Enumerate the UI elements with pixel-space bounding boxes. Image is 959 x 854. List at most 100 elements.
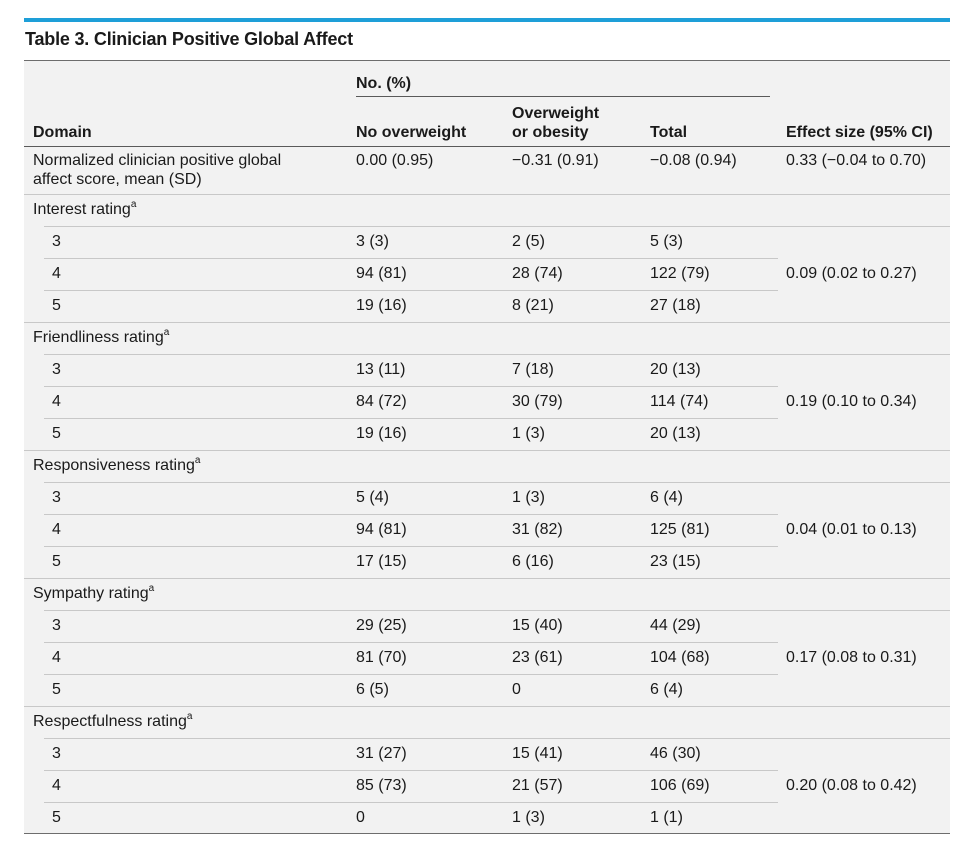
- summary-effect-size: 0.33 (−0.04 to 0.70): [786, 152, 927, 169]
- row-divider: [44, 738, 950, 739]
- overweight-cell: 15 (41): [512, 745, 563, 762]
- no-overweight-cell: 13 (11): [356, 361, 406, 378]
- level-cell: 5: [52, 425, 61, 442]
- footnote-marker: a: [194, 454, 201, 466]
- row-divider: [44, 258, 778, 259]
- total-cell: 23 (15): [650, 553, 701, 570]
- total-cell: 6 (4): [650, 489, 683, 506]
- overweight-cell: 7 (18): [512, 361, 554, 378]
- row-divider: [44, 610, 950, 611]
- level-cell: 3: [52, 617, 61, 634]
- no-overweight-cell: 19 (16): [356, 425, 407, 442]
- table-bottom-rule: [24, 833, 950, 834]
- summary-total: −0.08 (0.94): [650, 152, 737, 169]
- no-overweight-cell: 17 (15): [356, 553, 407, 570]
- section-band: [24, 610, 950, 706]
- no-overweight-cell: 3 (3): [356, 233, 389, 250]
- footnote-marker: a: [148, 582, 155, 594]
- total-cell: 125 (81): [650, 521, 710, 538]
- row-divider: [44, 226, 950, 227]
- row-divider: [44, 770, 778, 771]
- column-header-overweight-line1: Overweight: [512, 105, 600, 122]
- total-cell: 44 (29): [650, 617, 701, 634]
- summary-overweight: −0.31 (0.91): [512, 152, 599, 169]
- section-label-text: Respectfulness rating: [33, 713, 187, 730]
- level-cell: 3: [52, 233, 61, 250]
- section-label-text: Responsiveness rating: [33, 457, 195, 474]
- total-cell: 20 (13): [650, 425, 701, 442]
- section-band: [24, 738, 950, 834]
- no-overweight-cell: 94 (81): [356, 521, 407, 538]
- group-header: No. (%): [356, 75, 412, 92]
- section-divider: [24, 450, 950, 451]
- level-cell: 3: [52, 361, 61, 378]
- total-cell: 27 (18): [650, 297, 701, 314]
- no-overweight-cell: 5 (4): [356, 489, 389, 506]
- section-divider: [24, 194, 950, 195]
- level-cell: 5: [52, 681, 61, 698]
- level-cell: 4: [52, 777, 61, 794]
- section-divider: [24, 706, 950, 707]
- no-overweight-cell: 81 (70): [356, 649, 407, 666]
- level-cell: 3: [52, 489, 61, 506]
- column-header-domain: Domain: [33, 124, 92, 141]
- overweight-cell: 1 (3): [512, 809, 545, 826]
- title-divider: [24, 60, 950, 61]
- no-overweight-cell: 6 (5): [356, 681, 389, 698]
- row-divider: [44, 514, 778, 515]
- no-overweight-cell: 19 (16): [356, 297, 407, 314]
- total-cell: 114 (74): [650, 393, 709, 410]
- summary-label-line1: Normalized clinician positive global: [33, 152, 282, 169]
- overweight-cell: 21 (57): [512, 777, 563, 794]
- overweight-cell: 8 (21): [512, 297, 554, 314]
- overweight-cell: 6 (16): [512, 553, 554, 570]
- row-divider: [44, 418, 778, 419]
- total-cell: 106 (69): [650, 777, 710, 794]
- no-overweight-cell: 29 (25): [356, 617, 407, 634]
- no-overweight-cell: 31 (27): [356, 745, 407, 762]
- total-cell: 5 (3): [650, 233, 683, 250]
- footnote-marker: a: [130, 198, 137, 210]
- effect-size-cell: 0.04 (0.01 to 0.13): [786, 521, 917, 538]
- row-divider: [44, 674, 778, 675]
- effect-size-cell: 0.17 (0.08 to 0.31): [786, 649, 917, 666]
- footnote-marker: a: [186, 710, 193, 722]
- no-overweight-cell: 84 (72): [356, 393, 407, 410]
- section-label: Friendliness ratinga: [33, 327, 169, 347]
- column-header-total: Total: [650, 124, 688, 141]
- level-cell: 5: [52, 553, 61, 570]
- section-label: Respectfulness ratinga: [33, 710, 193, 731]
- row-divider: [44, 482, 950, 483]
- row-divider: [44, 290, 778, 291]
- level-cell: 3: [52, 745, 61, 762]
- level-cell: 4: [52, 393, 61, 410]
- no-overweight-cell: 0: [356, 809, 365, 826]
- header-bottom-rule: [24, 146, 950, 147]
- group-header-rule: [356, 96, 770, 97]
- section-label-text: Sympathy rating: [33, 585, 149, 602]
- overweight-cell: 0: [512, 681, 521, 698]
- section-label-text: Friendliness rating: [33, 329, 164, 346]
- section-divider: [24, 578, 950, 579]
- overweight-cell: 1 (3): [512, 489, 545, 506]
- total-cell: 1 (1): [650, 809, 683, 826]
- row-divider: [44, 354, 950, 355]
- level-cell: 4: [52, 265, 61, 282]
- row-divider: [44, 802, 778, 803]
- column-header-overweight-line2: or obesity: [512, 124, 589, 141]
- column-header-effect-size: Effect size (95% CI): [786, 124, 933, 141]
- summary-no-overweight: 0.00 (0.95): [356, 152, 434, 169]
- table-title: Table 3. Clinician Positive Global Affec…: [25, 29, 353, 49]
- level-cell: 4: [52, 521, 61, 538]
- section-band: [24, 354, 950, 450]
- total-cell: 104 (68): [650, 649, 710, 666]
- section-band: [24, 482, 950, 578]
- no-overweight-cell: 94 (81): [356, 265, 407, 282]
- level-cell: 4: [52, 649, 61, 666]
- effect-size-cell: 0.20 (0.08 to 0.42): [786, 777, 917, 794]
- overweight-cell: 30 (79): [512, 393, 563, 410]
- effect-size-cell: 0.09 (0.02 to 0.27): [786, 265, 917, 282]
- no-overweight-cell: 85 (73): [356, 777, 407, 794]
- total-cell: 20 (13): [650, 361, 701, 378]
- overweight-cell: 2 (5): [512, 233, 545, 250]
